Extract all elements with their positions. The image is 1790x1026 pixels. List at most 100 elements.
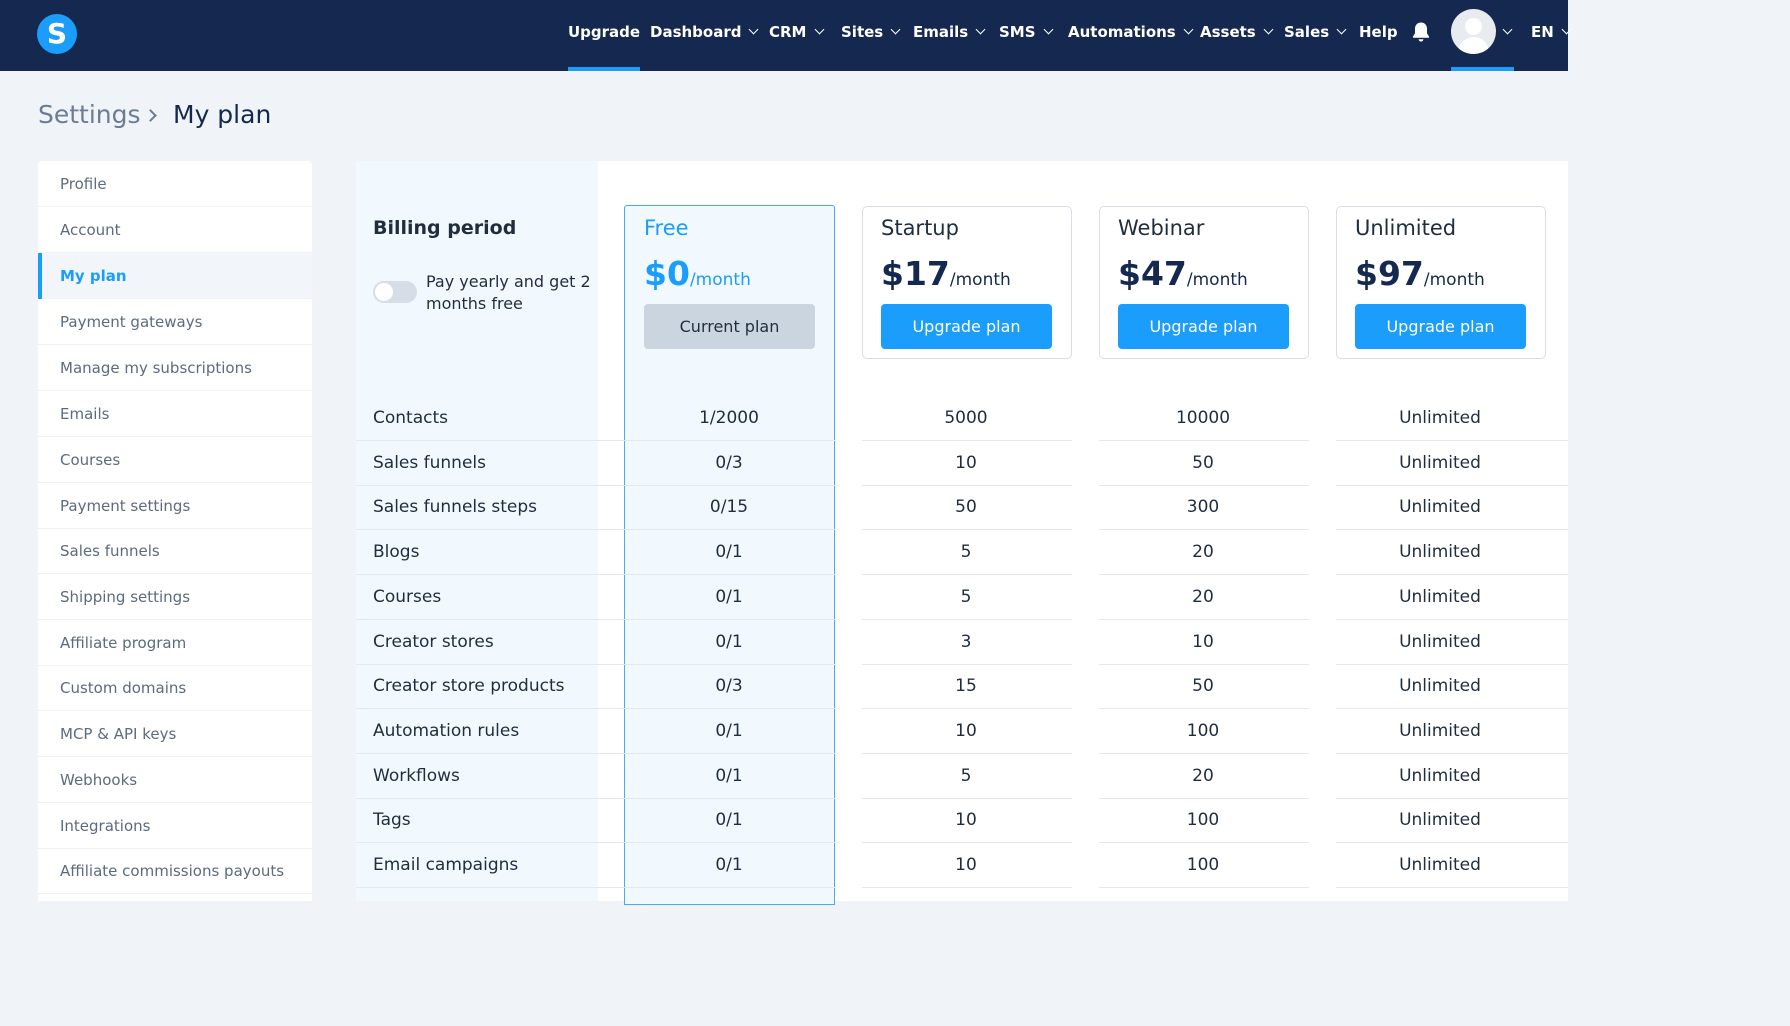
sidebar-item-shipping-settings[interactable]: Shipping settings <box>38 574 312 620</box>
divider-gap <box>1309 529 1336 531</box>
avatar[interactable] <box>1451 9 1496 54</box>
feature-value: 0/3 <box>715 676 743 697</box>
divider-gap <box>835 708 862 710</box>
feature-value: Unlimited <box>1399 542 1481 563</box>
nav-help[interactable]: Help <box>1359 0 1398 71</box>
divider-gap <box>1309 752 1336 754</box>
nav-sites[interactable]: Sites <box>841 0 901 71</box>
divider-gap <box>1309 887 1336 888</box>
divider-gap <box>1072 529 1099 531</box>
plan-free-name: Free <box>644 216 689 240</box>
nav-emails[interactable]: Emails <box>913 0 986 71</box>
sidebar-item-payment-gateways[interactable]: Payment gateways <box>38 299 312 345</box>
breadcrumb-settings-link[interactable]: Settings <box>38 100 141 129</box>
user-menu[interactable] <box>1451 0 1514 71</box>
divider-gap <box>835 663 862 665</box>
divider-gap <box>1072 752 1099 754</box>
feature-value: 15 <box>955 676 977 697</box>
divider-gap <box>835 887 862 888</box>
row-divider <box>356 797 1568 799</box>
feature-value: 0/1 <box>715 631 743 652</box>
divider-gap <box>1309 708 1336 710</box>
bell-icon[interactable] <box>1411 21 1431 43</box>
chevron-down-icon <box>975 24 986 35</box>
sidebar-item-custom-domains[interactable]: Custom domains <box>38 665 312 711</box>
nav-crm[interactable]: CRM <box>769 0 824 71</box>
current-plan-button[interactable]: Current plan <box>644 304 815 349</box>
sidebar-item-integrations[interactable]: Integrations <box>38 803 312 849</box>
divider-gap <box>1072 842 1099 844</box>
app-logo[interactable]: S <box>37 14 77 54</box>
table-row: Creator stores 0/1 3 10 Unlimited <box>356 620 1568 665</box>
feature-value: 50 <box>1192 676 1214 697</box>
row-divider <box>356 618 1568 620</box>
upgrade-unlimited-button[interactable]: Upgrade plan <box>1355 304 1526 349</box>
feature-value: 300 <box>1186 497 1220 518</box>
table-row: Sales funnels steps 0/15 50 300 Unlimited <box>356 485 1568 531</box>
divider-gap <box>1309 484 1336 486</box>
row-divider <box>356 708 1568 710</box>
feature-value: Unlimited <box>1399 452 1481 473</box>
chevron-down-icon <box>1561 24 1572 35</box>
upgrade-webinar-button[interactable]: Upgrade plan <box>1118 304 1289 349</box>
feature-label: Creator stores <box>373 631 494 652</box>
table-row: Courses 0/1 5 20 Unlimited <box>356 575 1568 620</box>
row-divider <box>356 752 1568 754</box>
sidebar-item-emails[interactable]: Emails <box>38 391 312 437</box>
feature-label: Email campaigns <box>373 855 519 875</box>
sidebar-item-webhooks[interactable]: Webhooks <box>38 757 312 803</box>
price-period: /month <box>689 270 751 290</box>
feature-value: 20 <box>1192 542 1214 563</box>
nav-sites-label: Sites <box>841 23 884 41</box>
yearly-billing-label: Pay yearly and get 2 months free <box>426 272 591 313</box>
feature-label: Contacts <box>373 408 448 428</box>
feature-value: 100 <box>1186 720 1220 741</box>
sidebar-item-affiliate-payouts[interactable]: Affiliate commissions payouts <box>38 848 312 894</box>
top-navbar: S Upgrade Dashboard CRM Sites Emails SMS… <box>0 0 1572 71</box>
sidebar-item-mcp-api-keys[interactable]: MCP & API keys <box>38 711 312 757</box>
divider-gap <box>1309 574 1336 576</box>
feature-value: 1/2000 <box>699 408 759 428</box>
table-row: Blogs 0/1 5 20 Unlimited <box>356 530 1568 576</box>
sidebar-item-affiliate-program[interactable]: Affiliate program <box>38 620 312 666</box>
language-selector[interactable]: EN <box>1531 0 1572 71</box>
nav-assets[interactable]: Assets <box>1200 0 1274 71</box>
sidebar-item-account[interactable]: Account <box>38 207 312 253</box>
price-amount: $47 <box>1118 254 1187 293</box>
sidebar-item-sales-funnels[interactable]: Sales funnels <box>38 528 312 574</box>
nav-assets-label: Assets <box>1200 23 1256 41</box>
feature-label: Creator store products <box>373 676 565 697</box>
sidebar-item-my-plan[interactable]: My plan <box>38 253 312 299</box>
nav-sms[interactable]: SMS <box>999 0 1053 71</box>
feature-value: 10 <box>955 452 977 473</box>
chevron-down-icon <box>814 24 824 35</box>
feature-value: 0/1 <box>715 855 743 875</box>
nav-upgrade[interactable]: Upgrade <box>568 0 641 71</box>
divider-gap <box>1072 887 1099 888</box>
settings-sidebar: Profile Account My plan Payment gateways… <box>38 161 312 901</box>
nav-crm-label: CRM <box>769 23 807 41</box>
nav-sales[interactable]: Sales <box>1284 0 1347 71</box>
plan-unlimited-name: Unlimited <box>1355 216 1457 240</box>
feature-value: 20 <box>1192 765 1214 786</box>
sidebar-item-profile[interactable]: Profile <box>38 161 312 207</box>
upgrade-startup-button[interactable]: Upgrade plan <box>881 304 1052 349</box>
feature-label: Tags <box>373 810 411 831</box>
divider-gap <box>835 529 862 531</box>
nav-automations[interactable]: Automations <box>1068 0 1194 71</box>
nav-dashboard[interactable]: Dashboard <box>650 0 759 71</box>
nav-help-label: Help <box>1359 23 1398 41</box>
sidebar-item-payment-settings[interactable]: Payment settings <box>38 483 312 529</box>
nav-upgrade-label: Upgrade <box>568 23 641 41</box>
sidebar-item-courses[interactable]: Courses <box>38 437 312 483</box>
yearly-billing-toggle[interactable] <box>373 281 417 303</box>
plan-free-price: $0/month <box>644 254 751 293</box>
feature-value: 0/1 <box>715 586 743 607</box>
divider-gap <box>835 618 862 620</box>
row-divider <box>356 842 1568 844</box>
feature-value: Unlimited <box>1399 408 1481 428</box>
divider-gap <box>1072 797 1099 799</box>
billing-period-title: Billing period <box>373 217 517 239</box>
sidebar-item-manage-subscriptions[interactable]: Manage my subscriptions <box>38 345 312 391</box>
feature-value: 50 <box>1192 452 1214 473</box>
